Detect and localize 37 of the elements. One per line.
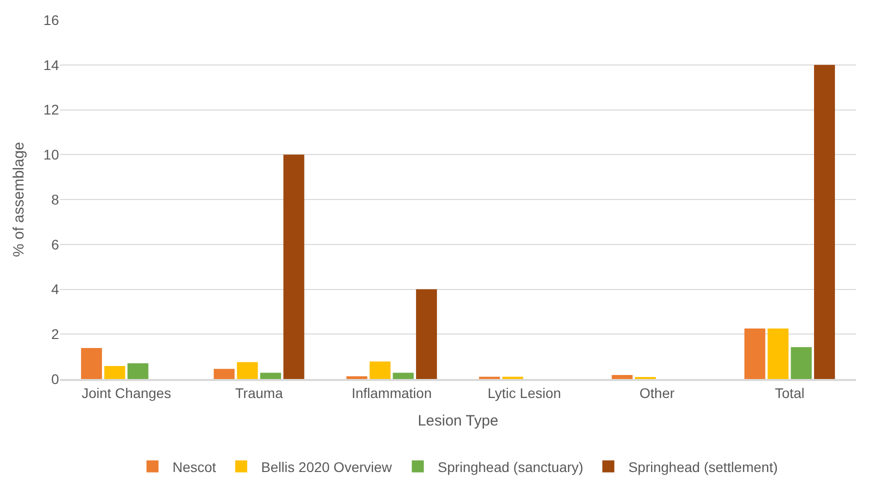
legend-label: Springhead (sanctuary) (438, 458, 584, 475)
bar (236, 362, 258, 379)
bar (768, 328, 789, 379)
bar (814, 64, 835, 379)
y-tick-label: 2 (51, 326, 60, 342)
bar (346, 376, 368, 379)
legend-label: Bellis 2020 Overview (261, 458, 393, 475)
bar (127, 363, 148, 379)
bar (81, 348, 102, 379)
bar (744, 328, 766, 379)
bar (260, 372, 282, 379)
x-tick-label: Other (639, 384, 675, 401)
bar (790, 347, 812, 379)
bar (370, 362, 391, 379)
bar (104, 366, 126, 379)
x-tick-label: Inflammation (352, 384, 432, 401)
y-tick-label: 10 (43, 146, 60, 163)
y-tick-label: 14 (43, 56, 60, 73)
y-tick-label: 12 (43, 102, 60, 118)
x-tick-label: Trauma (235, 384, 284, 401)
legend-label: Nescot (172, 458, 216, 475)
bar (283, 154, 304, 379)
y-tick-label: 8 (51, 191, 60, 208)
x-axis-title: Lesion Type (418, 412, 498, 430)
legend-label: Springhead (settlement) (628, 458, 778, 475)
y-axis-title: % of assemblage (10, 142, 28, 258)
x-tick-label: Lytic Lesion (488, 384, 562, 401)
y-tick-label: 0 (51, 370, 60, 387)
bar (392, 372, 414, 379)
y-tick-label: 4 (51, 281, 60, 298)
bar (214, 368, 235, 379)
x-tick-label: Total (774, 384, 804, 401)
y-tick-label: 16 (43, 12, 60, 28)
bar (416, 289, 437, 379)
x-tick-label: Joint Changes (82, 384, 172, 401)
bar (612, 374, 633, 379)
y-tick-label: 6 (51, 236, 60, 252)
